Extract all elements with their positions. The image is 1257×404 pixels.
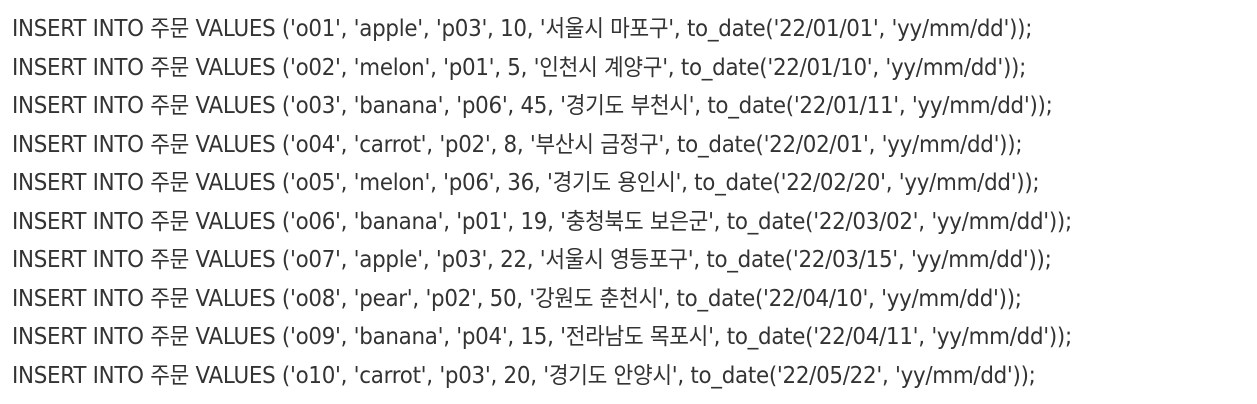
sql-line: INSERT INTO 주문 VALUES ('o08', 'pear', 'p… <box>12 285 1022 312</box>
sql-line: INSERT INTO 주문 VALUES ('o07', 'apple', '… <box>12 247 1052 273</box>
sql-line: INSERT INTO 주문 VALUES ('o03', 'banana', … <box>12 93 1053 119</box>
sql-line: INSERT INTO 주문 VALUES ('o02', 'melon', '… <box>12 54 1027 81</box>
sql-line: INSERT INTO 주문 VALUES ('o01', 'apple', '… <box>12 16 1033 42</box>
sql-line: INSERT INTO 주문 VALUES ('o10', 'carrot', … <box>12 362 1036 389</box>
sql-line: INSERT INTO 주문 VALUES ('o04', 'carrot', … <box>12 131 1023 158</box>
sql-line: INSERT INTO 주문 VALUES ('o05', 'melon', '… <box>12 170 1040 196</box>
sql-line: INSERT INTO 주문 VALUES ('o06', 'banana', … <box>12 208 1072 235</box>
sql-line: INSERT INTO 주문 VALUES ('o09', 'banana', … <box>12 324 1072 350</box>
